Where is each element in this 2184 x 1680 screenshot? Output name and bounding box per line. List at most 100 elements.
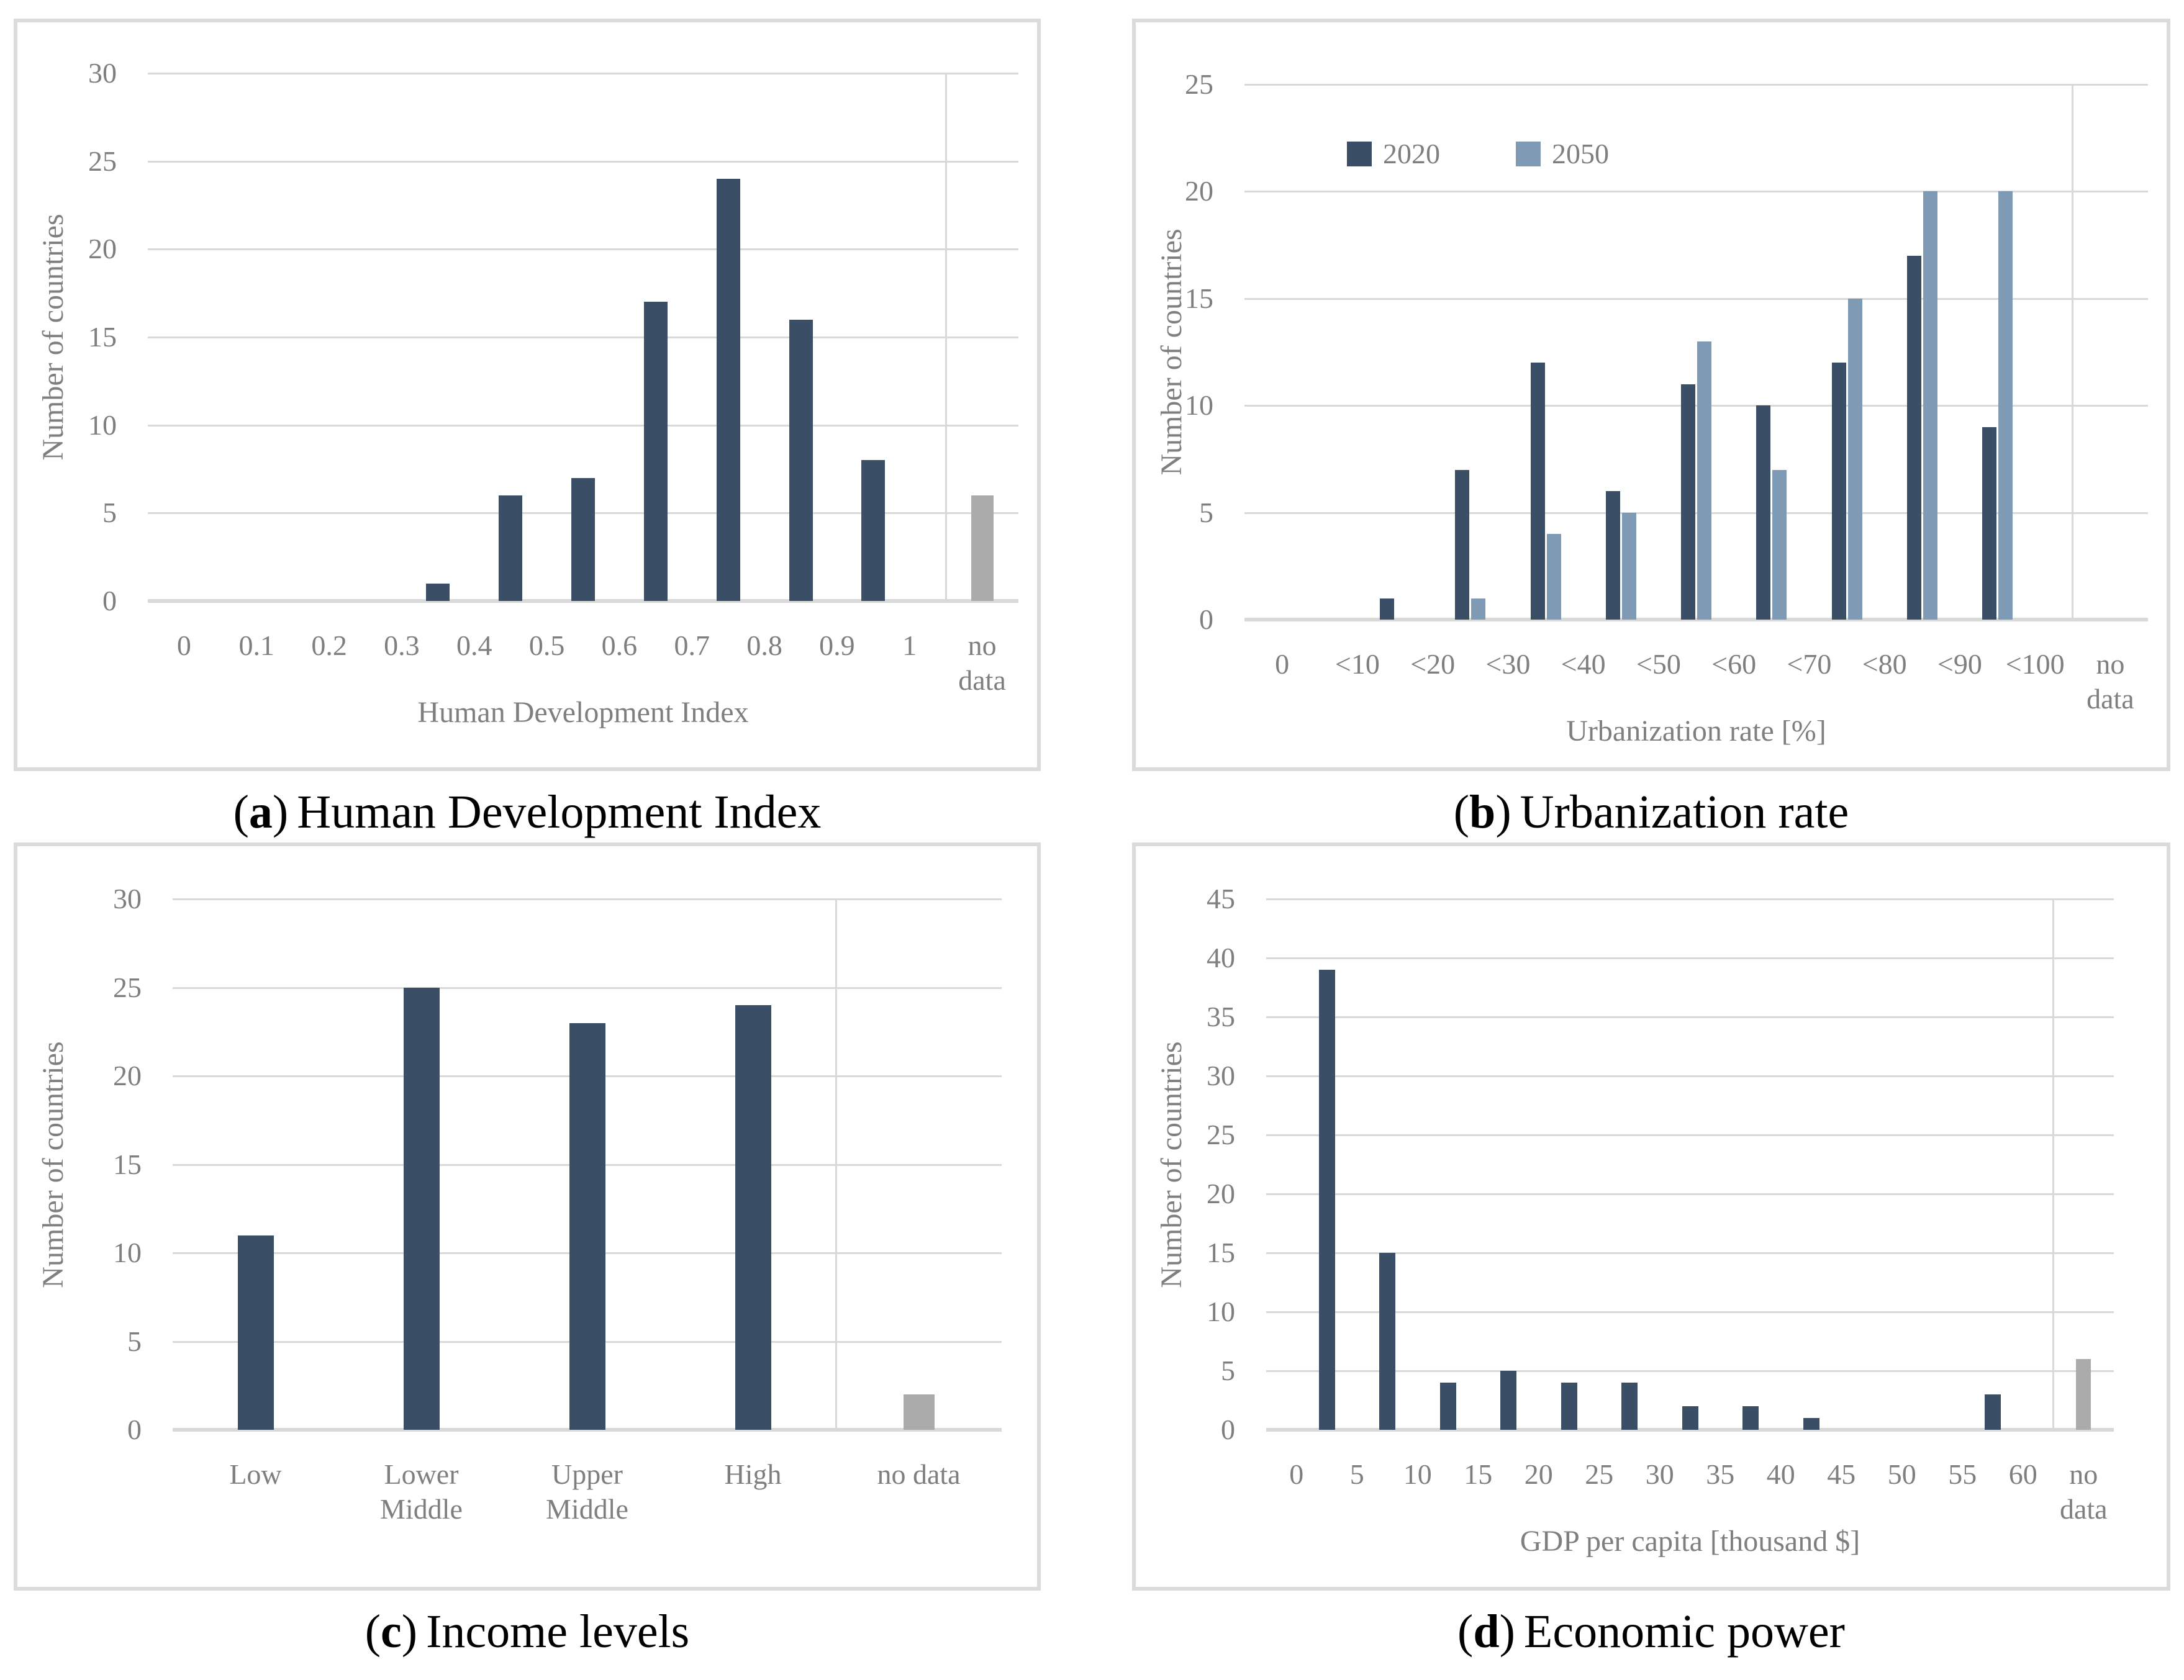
x-axis-tick-label: 0.7 xyxy=(674,630,710,661)
gridline-y-15 xyxy=(148,336,1018,338)
x-axis-tick-label: 10 xyxy=(1403,1458,1432,1490)
bar-countries-5-10 xyxy=(1379,1253,1395,1430)
caption-c: (c) Income levels xyxy=(14,1601,1041,1663)
gridline-y-20 xyxy=(148,248,1018,251)
caption-letter-c: c xyxy=(381,1605,402,1658)
x-axis-tick-label: <40 xyxy=(1561,648,1606,680)
y-axis-tick-label: 15 xyxy=(1207,1237,1235,1268)
x-axis-tick-label: <10 xyxy=(1334,648,1380,680)
x-axis-tick-label: 0 xyxy=(176,630,191,661)
caption-open-paren: ( xyxy=(365,1605,381,1658)
no-data-separator-gridline xyxy=(2052,899,2054,1430)
caption-close-paren: ) xyxy=(272,786,289,838)
x-axis-tick-label: <60 xyxy=(1711,648,1757,680)
x-axis-tick-label: <90 xyxy=(1937,648,1982,680)
bar-countries-Low xyxy=(237,1235,274,1430)
x-axis-tick-label: 0.5 xyxy=(528,630,565,661)
x-axis-tick-label: no data xyxy=(958,630,1006,696)
y-axis-tick-label: 25 xyxy=(88,145,117,177)
y-axis-tick-label: 25 xyxy=(1207,1119,1235,1150)
caption-title-c: Income levels xyxy=(426,1605,690,1658)
x-axis-line xyxy=(148,599,1018,603)
x-axis-tick-label: Upper Middle xyxy=(546,1458,628,1525)
y-axis-tick-label: 40 xyxy=(1207,942,1235,973)
bar-2020-<80-<90 xyxy=(1906,255,1921,620)
x-axis-tick-label: 0.6 xyxy=(601,630,638,661)
x-axis-tick-label: 0.2 xyxy=(311,630,347,661)
bar-2050-<30-<40 xyxy=(1546,534,1561,620)
gridline-y-15 xyxy=(1244,297,2148,300)
caption-letter-d: d xyxy=(1473,1605,1500,1658)
y-axis-tick-label: 5 xyxy=(127,1325,142,1357)
y-axis-tick-label: 45 xyxy=(1207,883,1235,915)
x-axis-tick-label: <100 xyxy=(2005,648,2065,680)
y-axis-tick-label: 20 xyxy=(1207,1178,1235,1209)
caption-close-paren: ) xyxy=(1499,1605,1515,1658)
y-axis-tick-label: 0 xyxy=(1199,603,1213,635)
x-axis-title: GDP per capita [thousand $] xyxy=(1520,1525,1860,1558)
y-axis-tick-label: 20 xyxy=(1185,175,1213,207)
y-axis-tick-label: 0 xyxy=(1221,1414,1235,1445)
bar-no-data xyxy=(971,495,994,601)
gridline-y-10 xyxy=(148,424,1018,427)
caption-b: (b) Urbanization rate xyxy=(1132,781,2170,843)
x-axis-tick-label: no data xyxy=(2087,648,2134,715)
y-axis-tick-label: 5 xyxy=(1199,496,1213,528)
y-axis-tick-label: 35 xyxy=(1207,1001,1235,1032)
no-data-separator-gridline xyxy=(835,899,837,1430)
caption-title-b: Urbanization rate xyxy=(1520,786,1849,838)
gridline-y-10 xyxy=(1266,1311,2114,1313)
caption-letter-a: a xyxy=(248,786,273,838)
chart-urbanization: 0 5 10 15 20 25 0 <10 <20 <30 <40 <50 <60 <70 <80 <90 <1… xyxy=(1132,19,2170,771)
bar-2020-<40-<50 xyxy=(1605,491,1620,620)
bar-countries-0.9-1 xyxy=(861,460,886,601)
y-axis-title: Number of countries xyxy=(1155,1041,1188,1288)
x-axis-line xyxy=(173,1428,1002,1432)
gridline-y-5 xyxy=(1266,1370,2114,1372)
gridline-y-5 xyxy=(1244,512,2148,514)
bar-countries-Upper-Middle xyxy=(569,1023,605,1430)
x-axis-tick-label: 0.8 xyxy=(746,630,782,661)
x-axis-tick-label: Lower Middle xyxy=(380,1458,463,1525)
x-axis-tick-label: 1 xyxy=(902,630,917,661)
bar-countries-Lower-Middle xyxy=(403,987,440,1430)
caption-open-paren: ( xyxy=(1457,1605,1474,1658)
y-axis-tick-label: 10 xyxy=(113,1237,142,1268)
gridline-y-30 xyxy=(173,898,1002,900)
x-axis-tick-label: 45 xyxy=(1827,1458,1856,1490)
bar-2020-<70-<80 xyxy=(1831,363,1846,620)
x-axis-tick-label: <20 xyxy=(1410,648,1456,680)
caption-letter-b: b xyxy=(1469,786,1496,838)
y-axis-tick-label: 0 xyxy=(127,1414,142,1445)
gridline-y-15 xyxy=(1266,1252,2114,1254)
y-axis-tick-label: 30 xyxy=(1207,1060,1235,1091)
x-axis-tick-label: no data xyxy=(877,1458,961,1490)
x-axis-tick-label: 55 xyxy=(1948,1458,1977,1490)
x-axis-line xyxy=(1266,1428,2114,1432)
y-axis-tick-label: 0 xyxy=(102,585,117,616)
legend-swatch-2020 xyxy=(1347,142,1372,166)
x-axis-tick-label: 0.4 xyxy=(456,630,492,661)
bar-countries-0.6-0.7 xyxy=(643,302,668,601)
y-axis-tick-label: 25 xyxy=(113,971,142,1003)
gridline-y-25 xyxy=(148,160,1018,163)
gridline-y-20 xyxy=(1266,1193,2114,1195)
x-axis-tick-label: 30 xyxy=(1645,1458,1674,1490)
y-axis-tick-label: 20 xyxy=(113,1060,142,1091)
bar-countries-40-45 xyxy=(1803,1418,1819,1430)
x-axis-tick-label: no data xyxy=(2059,1458,2108,1525)
y-axis-tick-label: 10 xyxy=(1185,389,1213,422)
x-axis-tick-label: 25 xyxy=(1585,1458,1614,1490)
bar-countries-0.5-0.6 xyxy=(571,477,595,601)
x-axis-tick-label: <70 xyxy=(1787,648,1832,680)
y-axis-tick-label: 10 xyxy=(1207,1296,1235,1327)
bar-countries-0.3-0.4 xyxy=(426,583,450,601)
caption-open-paren: ( xyxy=(1453,786,1470,838)
gridline-y-20 xyxy=(1244,191,2148,193)
bar-2050-<20-<30 xyxy=(1471,598,1486,620)
no-data-separator-gridline xyxy=(945,73,947,601)
gridline-y-40 xyxy=(1266,957,2114,959)
figure-panel-c: 0 5 10 15 20 25 30 Low Lower Middle Upper Middle H… xyxy=(14,842,1041,1663)
y-axis-title: Number of countries xyxy=(37,1041,70,1288)
